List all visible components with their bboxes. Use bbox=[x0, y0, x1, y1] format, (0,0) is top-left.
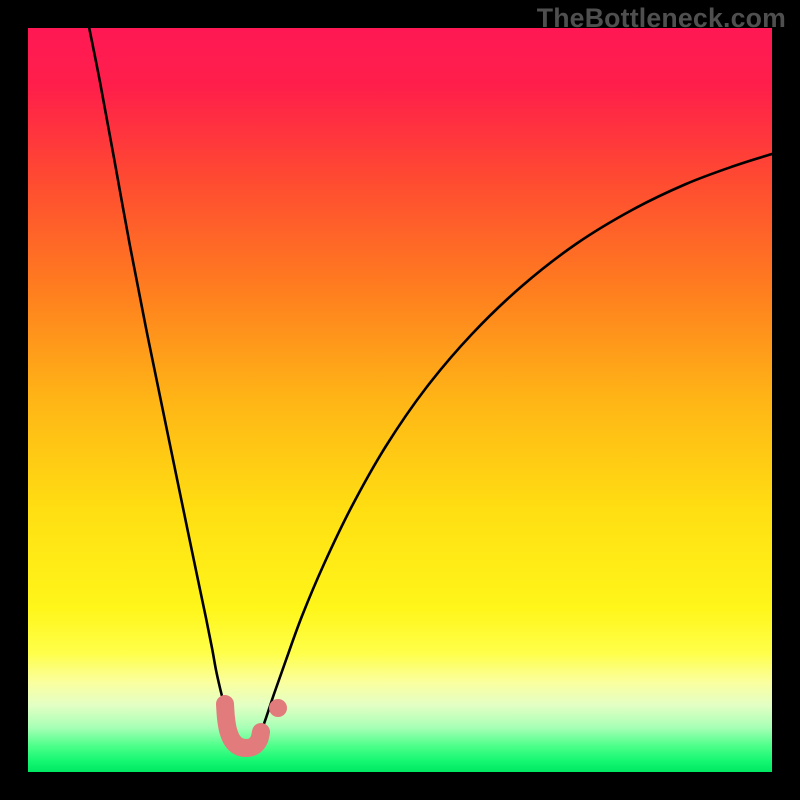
plot-area bbox=[28, 28, 772, 772]
curve-overlay bbox=[28, 28, 772, 772]
chart-frame: TheBottleneck.com bbox=[0, 0, 800, 800]
watermark-label: TheBottleneck.com bbox=[537, 3, 786, 34]
marker-u-shape bbox=[225, 704, 261, 748]
bottleneck-curve-right bbox=[261, 152, 772, 732]
bottleneck-curve-left bbox=[88, 28, 232, 740]
marker-dot bbox=[269, 699, 287, 717]
